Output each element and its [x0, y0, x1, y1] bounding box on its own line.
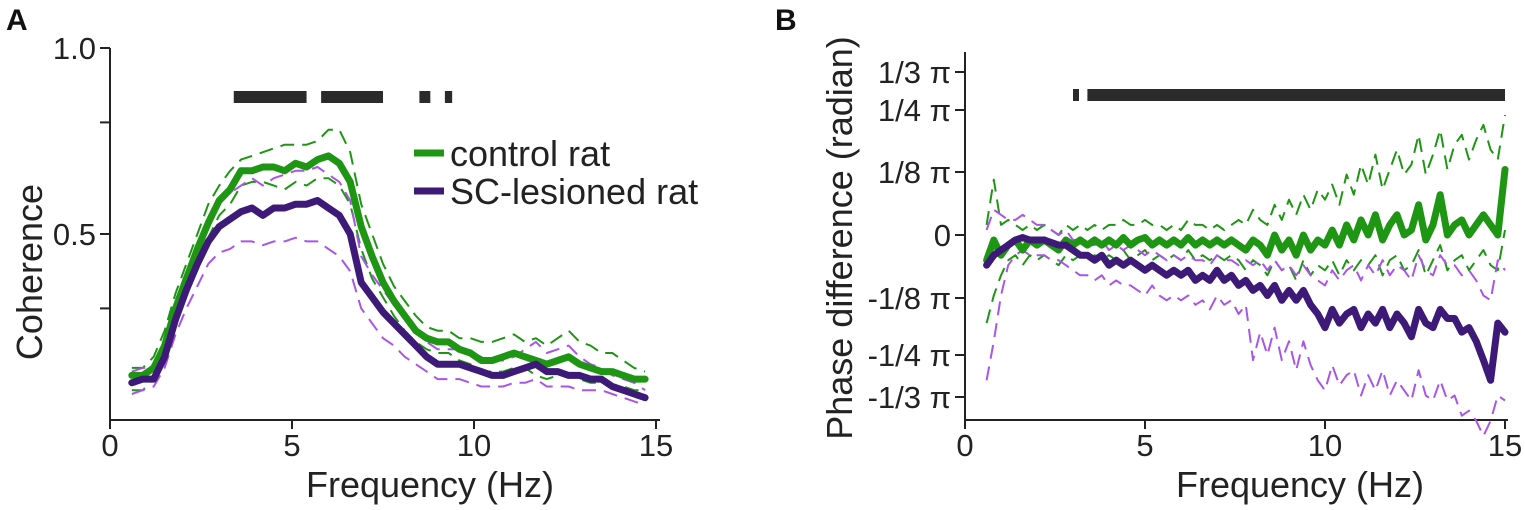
panel-b-significance-bars — [1073, 89, 1505, 101]
y-tick-label: 0 — [934, 218, 951, 253]
x-tick-label: 10 — [457, 428, 491, 463]
series-bound-line-sc-lesioned-rat-lower-bound — [131, 236, 646, 407]
y-tick-label: 1.0 — [53, 31, 96, 66]
panel-b: B 0 5 10 15 1/3 π1/4 π 1/8 π 0 -1/8 π -1/4 π -1/3… — [775, 4, 1522, 505]
y-tick-label: -1/8 π — [868, 281, 951, 316]
panel-a-ticks — [100, 47, 657, 429]
series-line-sc-lesioned-rat — [128, 197, 649, 402]
panel-b-y-axis-title: Phase difference (radian) — [819, 36, 860, 440]
panel-b-letter: B — [775, 4, 797, 37]
y-tick-label: 1/8 π — [878, 155, 951, 190]
series-line-control-rat — [983, 166, 1509, 264]
series-bound-line-control-rat-lower-bound — [985, 229, 1506, 324]
significance-bar — [321, 91, 383, 103]
y-tick-label: -1/3 π — [868, 380, 951, 415]
series-bound-line-control-rat-upper-bound — [985, 114, 1506, 236]
y-tick-label: 1/4 π — [878, 93, 951, 128]
x-tick-label: 5 — [283, 428, 300, 463]
series-bound-line-control-rat-lower-bound — [131, 177, 646, 392]
significance-bar — [444, 91, 453, 103]
panel-a-letter: A — [6, 4, 28, 37]
x-tick-label: 0 — [956, 428, 973, 463]
y-tick-label: 0.5 — [53, 217, 96, 252]
panel-a-y-axis-title: Coherence — [9, 184, 50, 360]
panel-a-significance-bars — [233, 91, 453, 103]
series-line-sc-lesioned-rat — [983, 234, 1509, 384]
significance-bar — [1073, 89, 1079, 101]
panel-a-legend: control rat SC-lesioned rat — [414, 133, 698, 212]
legend-label-control: control rat — [450, 133, 610, 174]
y-tick-label: -1/4 π — [868, 338, 951, 373]
panel-a-tick-labels: 0 5 10 15 0.5 1.0 — [53, 31, 673, 463]
significance-bar — [419, 91, 431, 103]
series-line-control-rat — [128, 152, 649, 383]
y-tick-label: 1/3 π — [878, 55, 951, 90]
x-tick-label: 5 — [1136, 428, 1153, 463]
series-bound-line-sc-lesioned-rat-lower-bound — [985, 249, 1506, 437]
legend-label-lesioned: SC-lesioned rat — [450, 171, 698, 212]
panel-b-series — [983, 114, 1509, 437]
panel-b-tick-labels: 0 5 10 15 1/3 π1/4 π 1/8 π 0 -1/8 π -1/4 π -1/3 π — [868, 55, 1523, 463]
x-tick-label: 10 — [1308, 428, 1342, 463]
panel-a: A 0 5 10 150.51.0 Frequency (Hz) Coherence … — [6, 4, 698, 505]
significance-bar — [233, 91, 307, 103]
panel-b-ticks — [955, 71, 1506, 429]
panel-a-series — [128, 128, 649, 407]
panel-b-x-axis-title: Frequency (Hz) — [1176, 464, 1424, 505]
x-tick-label: 0 — [101, 428, 118, 463]
series-bound-line-control-rat-upper-bound — [131, 128, 646, 373]
significance-bar — [1087, 89, 1505, 101]
panel-a-x-axis-title: Frequency (Hz) — [306, 464, 554, 505]
x-tick-label: 15 — [639, 428, 673, 463]
series-bound-line-sc-lesioned-rat-upper-bound — [985, 208, 1506, 302]
x-tick-label: 15 — [1488, 428, 1522, 463]
